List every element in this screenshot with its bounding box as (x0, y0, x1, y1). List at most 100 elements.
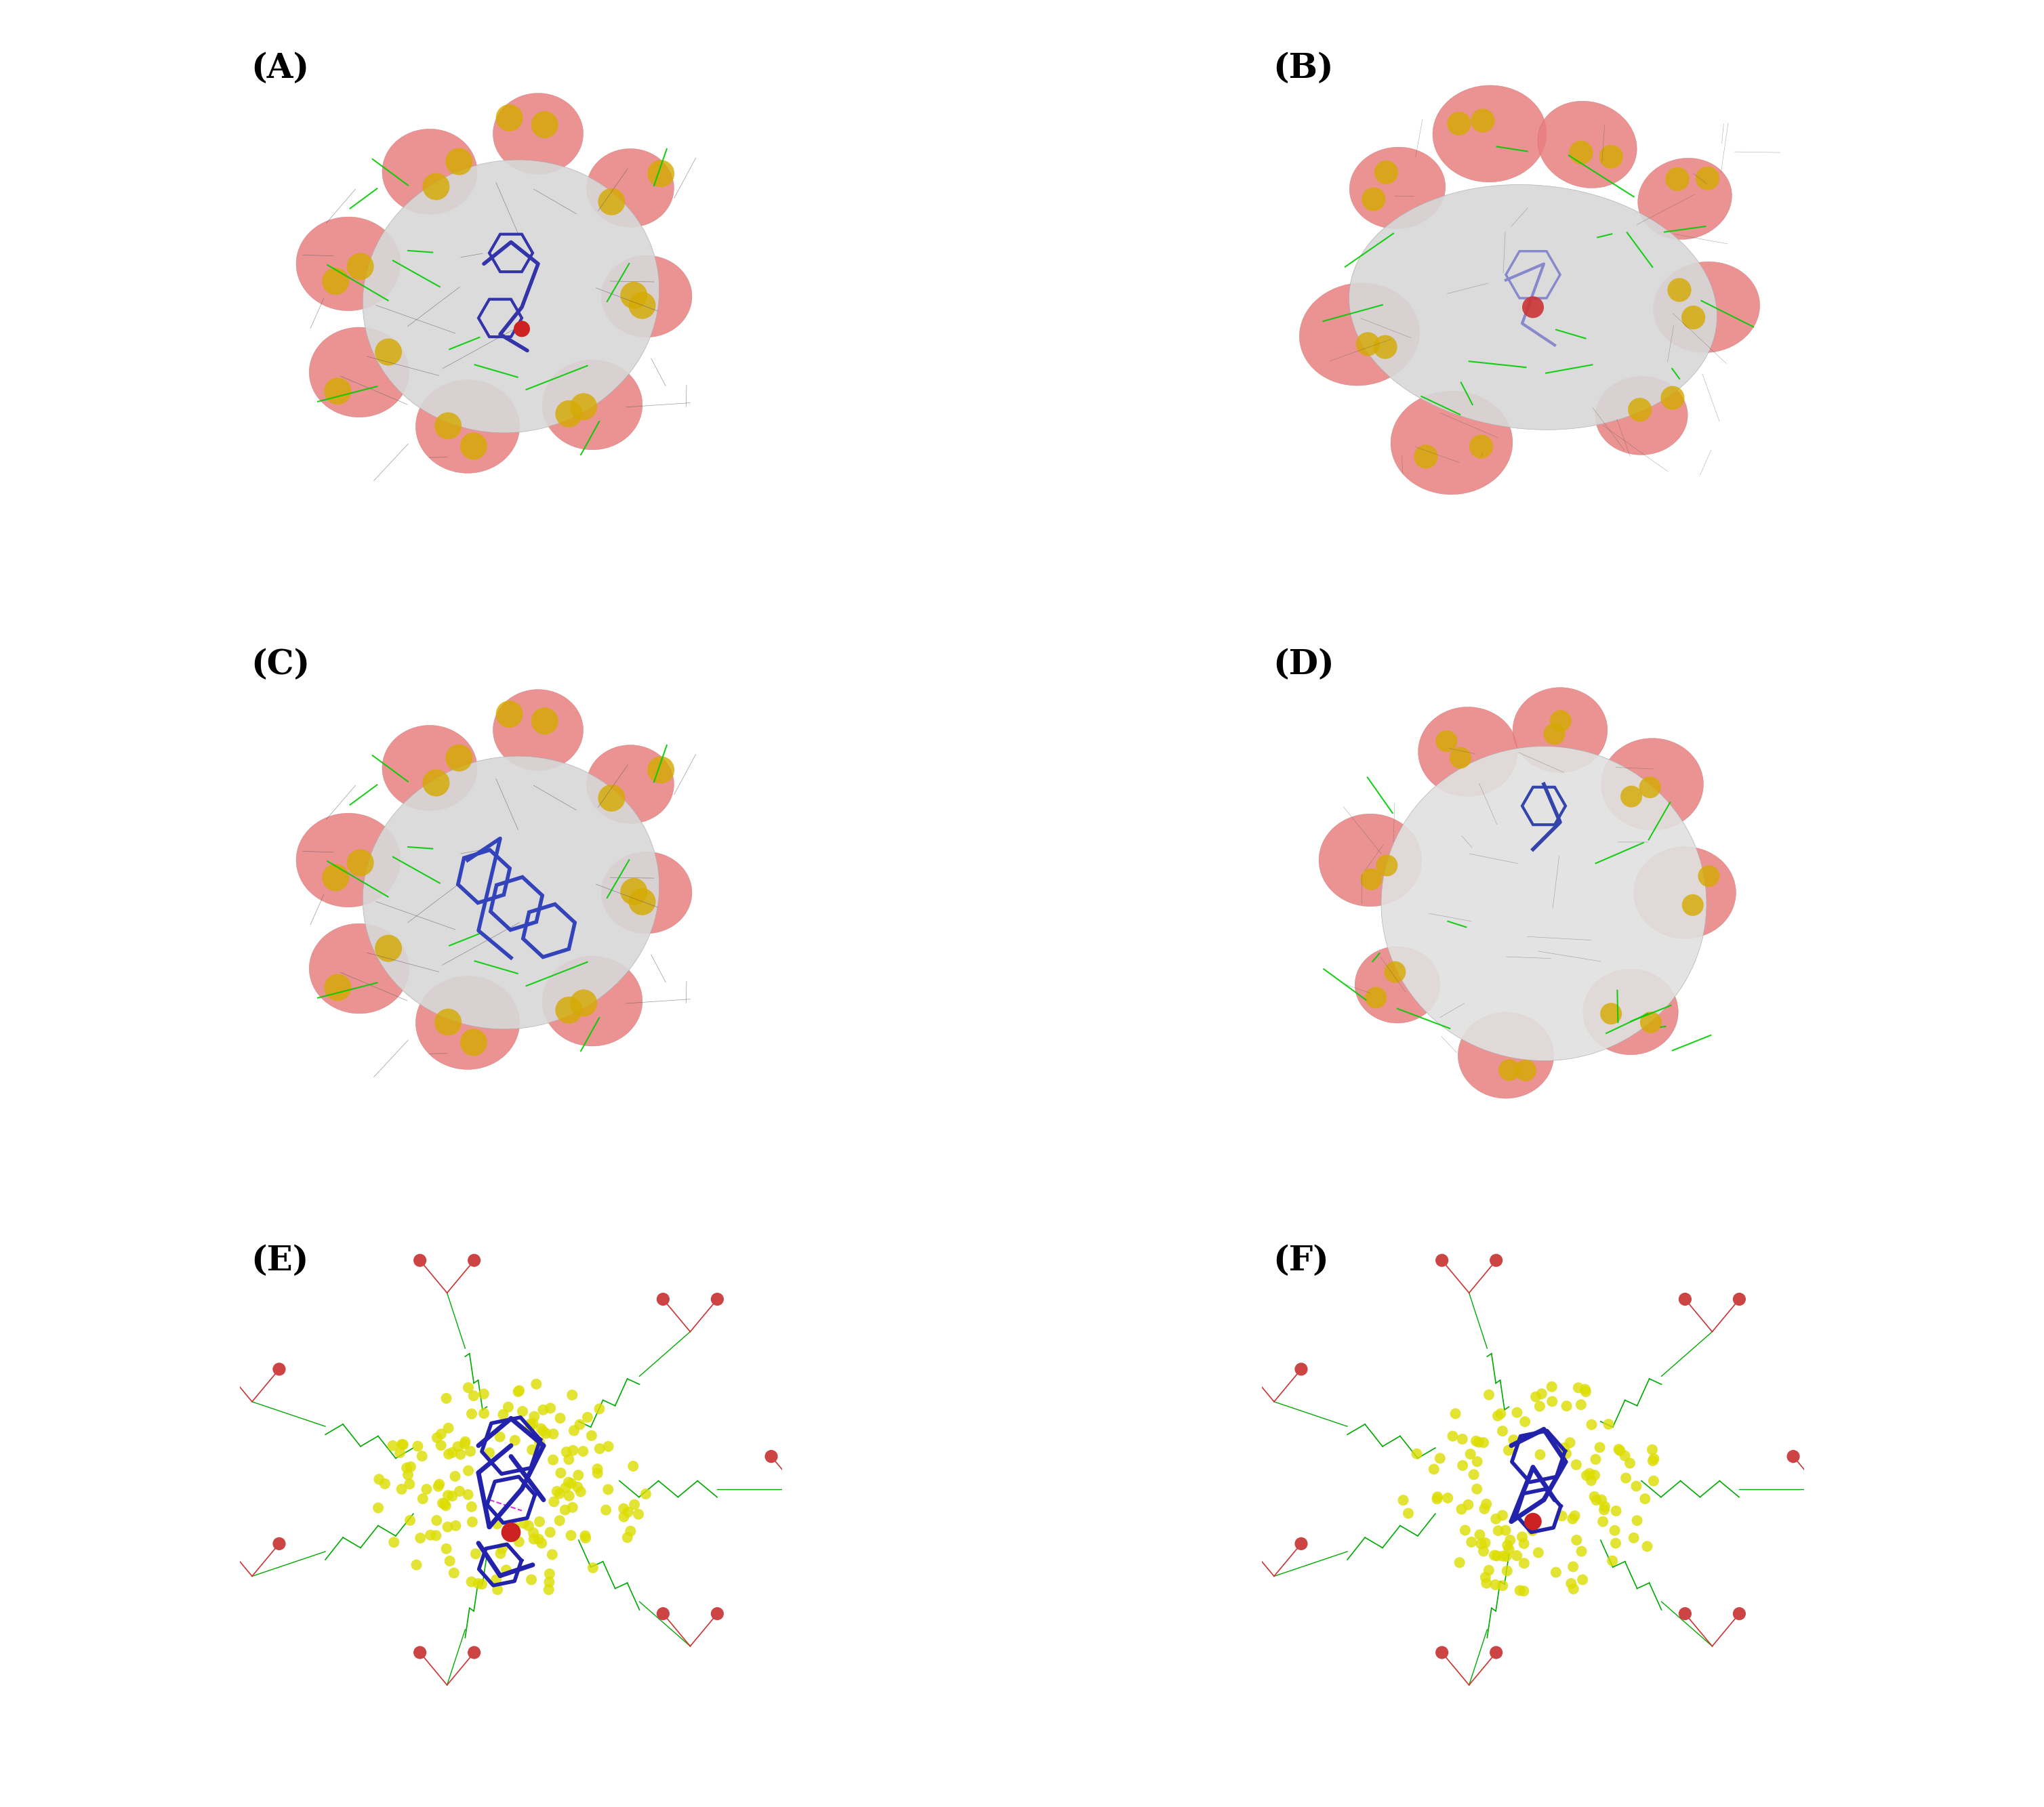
Circle shape (435, 1008, 462, 1035)
Circle shape (386, 1440, 399, 1451)
Ellipse shape (382, 128, 476, 215)
Circle shape (1580, 1386, 1590, 1397)
Circle shape (1398, 1494, 1408, 1505)
Circle shape (1733, 1606, 1746, 1621)
Circle shape (413, 1254, 427, 1267)
Circle shape (570, 990, 597, 1017)
Circle shape (403, 1469, 413, 1480)
Circle shape (1498, 1550, 1508, 1561)
Circle shape (634, 1509, 644, 1520)
Circle shape (462, 1489, 474, 1500)
Circle shape (433, 1482, 444, 1493)
Circle shape (1496, 1408, 1506, 1418)
Circle shape (580, 1532, 591, 1543)
Circle shape (1449, 746, 1472, 768)
Circle shape (546, 1402, 556, 1413)
Circle shape (1600, 1003, 1621, 1025)
Circle shape (595, 1404, 605, 1415)
Ellipse shape (1594, 376, 1688, 455)
Circle shape (1374, 334, 1398, 360)
Circle shape (1488, 1550, 1500, 1561)
Ellipse shape (1318, 813, 1423, 907)
Ellipse shape (1600, 739, 1703, 829)
Circle shape (495, 1431, 505, 1442)
Ellipse shape (1382, 746, 1707, 1061)
Circle shape (595, 1444, 605, 1455)
Circle shape (1531, 1391, 1541, 1402)
Circle shape (1641, 1541, 1654, 1552)
Circle shape (460, 1028, 486, 1055)
Circle shape (1621, 786, 1641, 808)
Circle shape (625, 1525, 636, 1536)
Ellipse shape (542, 956, 642, 1046)
Circle shape (1590, 1469, 1600, 1480)
Circle shape (1572, 1460, 1582, 1471)
Circle shape (470, 1549, 480, 1559)
Circle shape (1682, 894, 1703, 916)
Circle shape (497, 105, 523, 132)
Circle shape (1588, 1491, 1600, 1502)
Circle shape (444, 1449, 454, 1460)
Circle shape (583, 1411, 593, 1422)
Circle shape (536, 1538, 548, 1549)
Circle shape (570, 394, 597, 421)
Circle shape (820, 1449, 832, 1464)
Circle shape (548, 1429, 558, 1440)
Circle shape (552, 1485, 562, 1496)
Circle shape (415, 1532, 425, 1543)
Circle shape (1678, 1606, 1692, 1621)
Circle shape (1576, 1547, 1586, 1558)
Circle shape (1647, 1455, 1658, 1465)
Ellipse shape (296, 813, 401, 907)
Circle shape (1241, 1362, 1253, 1375)
Circle shape (462, 1465, 474, 1476)
Circle shape (433, 1478, 446, 1489)
Circle shape (509, 1521, 519, 1532)
Circle shape (556, 996, 583, 1023)
Ellipse shape (587, 744, 675, 824)
Circle shape (564, 1491, 574, 1502)
Circle shape (460, 1438, 470, 1449)
Circle shape (1476, 1538, 1486, 1549)
Circle shape (325, 378, 352, 405)
Circle shape (405, 1478, 415, 1489)
Circle shape (568, 1426, 578, 1437)
Circle shape (272, 1362, 286, 1375)
Circle shape (1639, 777, 1662, 799)
Circle shape (623, 1507, 634, 1518)
Circle shape (1602, 1418, 1615, 1429)
Circle shape (374, 1475, 384, 1485)
Circle shape (1609, 1525, 1621, 1536)
Circle shape (450, 1471, 460, 1482)
Circle shape (1660, 387, 1684, 410)
Circle shape (1480, 1503, 1490, 1514)
Circle shape (1484, 1565, 1494, 1576)
Circle shape (493, 1518, 503, 1529)
Circle shape (566, 1502, 578, 1512)
Circle shape (497, 1543, 507, 1554)
Circle shape (1241, 1538, 1253, 1550)
Circle shape (1500, 1550, 1513, 1561)
Circle shape (1447, 1431, 1457, 1442)
Circle shape (417, 1493, 427, 1503)
Text: (F): (F) (1273, 1245, 1329, 1278)
Circle shape (442, 1521, 454, 1532)
Circle shape (1560, 1442, 1570, 1453)
Circle shape (560, 1505, 570, 1516)
Circle shape (1484, 1390, 1494, 1400)
Circle shape (372, 1502, 384, 1512)
Circle shape (1480, 1572, 1490, 1583)
Circle shape (1294, 1362, 1308, 1375)
Ellipse shape (309, 923, 409, 1014)
Ellipse shape (415, 379, 519, 473)
Circle shape (1443, 1493, 1453, 1503)
Circle shape (580, 1531, 591, 1541)
Circle shape (1474, 1529, 1486, 1540)
Circle shape (564, 1455, 574, 1465)
Circle shape (272, 1538, 286, 1550)
Circle shape (423, 770, 450, 797)
Ellipse shape (1349, 184, 1717, 430)
Circle shape (1455, 1503, 1468, 1514)
Circle shape (1294, 1538, 1308, 1550)
Circle shape (1543, 723, 1566, 744)
